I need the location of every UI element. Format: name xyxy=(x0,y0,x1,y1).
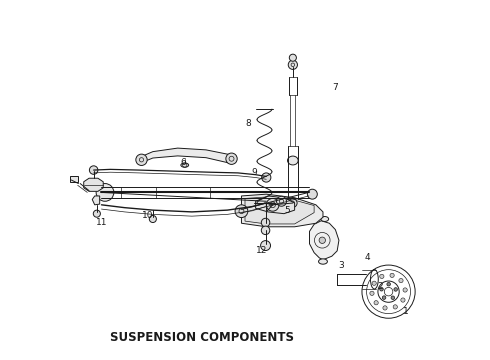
Circle shape xyxy=(382,296,386,300)
Circle shape xyxy=(261,226,270,235)
Circle shape xyxy=(288,60,297,69)
Circle shape xyxy=(391,296,394,300)
Circle shape xyxy=(261,218,270,227)
Circle shape xyxy=(149,215,156,222)
Circle shape xyxy=(383,306,387,310)
Circle shape xyxy=(93,210,100,217)
Ellipse shape xyxy=(181,163,189,167)
Circle shape xyxy=(393,305,397,309)
Text: 3: 3 xyxy=(338,261,343,270)
Ellipse shape xyxy=(321,216,329,221)
Circle shape xyxy=(372,281,376,285)
Polygon shape xyxy=(92,196,99,205)
Circle shape xyxy=(89,166,98,174)
Polygon shape xyxy=(310,221,339,260)
Circle shape xyxy=(235,205,248,217)
Polygon shape xyxy=(256,196,294,214)
Circle shape xyxy=(394,288,397,291)
Polygon shape xyxy=(242,194,323,227)
Ellipse shape xyxy=(288,156,298,165)
Text: 4: 4 xyxy=(365,253,370,262)
Polygon shape xyxy=(141,148,234,163)
Circle shape xyxy=(380,274,384,279)
Circle shape xyxy=(262,173,271,182)
Circle shape xyxy=(399,278,403,283)
Circle shape xyxy=(226,153,237,165)
Circle shape xyxy=(380,288,383,291)
Circle shape xyxy=(136,154,147,166)
Circle shape xyxy=(289,54,296,61)
Text: 11: 11 xyxy=(96,218,107,227)
Circle shape xyxy=(374,301,378,305)
Text: 6: 6 xyxy=(180,158,186,167)
Circle shape xyxy=(276,196,287,206)
Circle shape xyxy=(319,237,325,243)
Text: 5: 5 xyxy=(284,206,290,215)
Text: SUSPENSION COMPONENTS: SUSPENSION COMPONENTS xyxy=(110,331,294,344)
Circle shape xyxy=(387,283,391,286)
Text: 8: 8 xyxy=(245,119,251,128)
Circle shape xyxy=(289,199,297,207)
Text: 9: 9 xyxy=(251,168,257,177)
Text: 2: 2 xyxy=(377,282,383,291)
Circle shape xyxy=(403,288,407,292)
Polygon shape xyxy=(70,176,78,182)
Text: 12: 12 xyxy=(256,246,268,255)
Polygon shape xyxy=(84,178,103,192)
Circle shape xyxy=(370,291,374,296)
Circle shape xyxy=(96,184,114,201)
Circle shape xyxy=(390,273,394,278)
Text: 7: 7 xyxy=(333,84,338,93)
Polygon shape xyxy=(245,197,314,224)
Circle shape xyxy=(261,240,270,251)
Text: 10: 10 xyxy=(142,211,153,220)
Ellipse shape xyxy=(318,259,327,264)
Text: 1: 1 xyxy=(403,307,409,316)
Circle shape xyxy=(266,198,279,211)
Circle shape xyxy=(307,189,318,199)
Circle shape xyxy=(401,298,405,302)
